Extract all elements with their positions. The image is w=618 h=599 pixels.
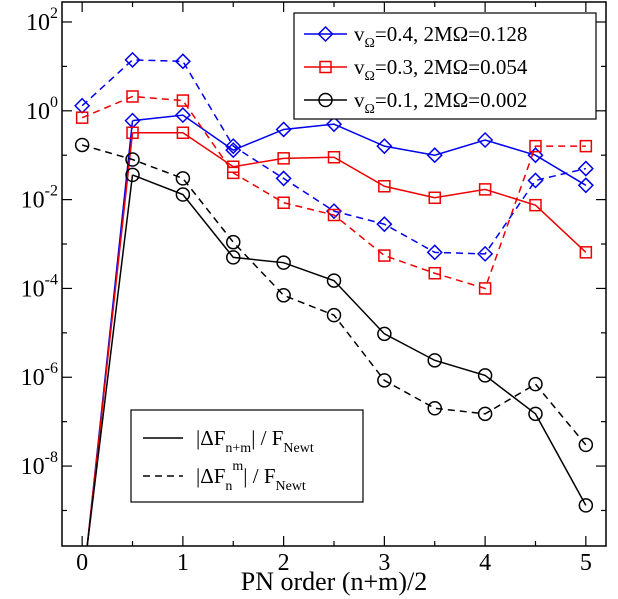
legend-top-marker <box>318 92 333 108</box>
data-point-4-0 <box>125 167 140 183</box>
y-tick-label: 10-6 <box>21 360 58 391</box>
ticks-layer: 0 1 2 3 4 5 102 100 10-2 10-4 10-6 10-8 <box>21 2 606 576</box>
data-point-4-1 <box>175 187 191 202</box>
data-point-0-8 <box>527 147 544 164</box>
data-point-1-7 <box>426 244 443 261</box>
legend-top-marker <box>319 60 332 74</box>
data-point-4-6 <box>427 353 442 368</box>
x-axis-title: PN order (n+m)/2 <box>241 567 428 596</box>
data-point-1-3 <box>225 138 242 155</box>
y-tick-label: 10-2 <box>21 183 58 214</box>
y-tick-label: 100 <box>26 94 58 125</box>
legend-bottom-box <box>130 409 364 503</box>
data-point-4-8 <box>528 406 543 422</box>
data-point-4-4 <box>326 273 342 288</box>
data-point-3-4 <box>277 196 290 210</box>
data-point-0-3 <box>275 121 292 138</box>
data-point-5-4 <box>276 288 291 303</box>
x-tick-label: 3 <box>378 550 390 576</box>
x-tick-label: 2 <box>278 550 290 576</box>
legend-top-box <box>293 12 597 120</box>
data-point-5-8 <box>477 406 493 422</box>
x-tick-label: 5 <box>580 550 592 576</box>
data-point-0-7 <box>477 131 494 149</box>
data-point-3-2 <box>176 94 190 107</box>
data-point-2-4 <box>327 150 341 164</box>
y-tick-label: 10-8 <box>21 449 58 480</box>
data-point-5-3 <box>226 234 241 250</box>
x-tick-label: 4 <box>479 550 491 576</box>
data-point-2-1 <box>176 126 190 140</box>
data-point-4-3 <box>276 255 291 270</box>
data-point-5-2 <box>175 171 191 186</box>
data-point-3-7 <box>428 266 441 280</box>
series-line-0 <box>132 114 587 186</box>
y-tick-label: 102 <box>26 5 58 36</box>
data-point-1-2 <box>174 53 191 70</box>
series-line-1 <box>81 59 587 255</box>
series-line-3 <box>81 95 586 290</box>
series-line-5 <box>81 144 587 446</box>
data-point-1-1 <box>124 51 141 68</box>
data-point-4-9 <box>578 498 594 513</box>
data-point-0-6 <box>426 147 443 164</box>
data-point-1-10 <box>577 160 594 177</box>
series-line-2 <box>132 132 587 253</box>
y-tick-label: 10-4 <box>21 271 58 302</box>
x-tick-label: 1 <box>177 550 189 576</box>
x-tick-label: 0 <box>76 550 88 576</box>
legend-top-label: vΩ=0.3, 2MΩ=0.054 <box>354 55 528 84</box>
data-point-1-4 <box>275 170 292 187</box>
data-point-2-3 <box>277 152 290 165</box>
data-point-3-9 <box>529 139 542 153</box>
data-point-5-9 <box>528 376 543 392</box>
data-point-3-1 <box>126 90 139 103</box>
data-point-1-6 <box>376 216 393 233</box>
legend-top-label: vΩ=0.1, 2MΩ=0.002 <box>354 88 527 117</box>
data-point-2-5 <box>378 179 391 193</box>
legend-top: vΩ=0.4, 2MΩ=0.128 vΩ=0.3, 2MΩ=0.054 vΩ=0.1… <box>293 12 597 120</box>
data-point-4-5 <box>377 326 392 342</box>
data-point-3-5 <box>327 208 341 222</box>
series-layer <box>74 51 594 546</box>
data-point-2-7 <box>478 183 492 196</box>
legend-bottom-label: |ΔFnm| / FNewt <box>196 459 306 494</box>
data-point-5-0 <box>74 137 90 153</box>
data-point-0-1 <box>174 107 191 124</box>
data-point-2-0 <box>126 126 139 140</box>
drop-segment-1 <box>86 132 134 546</box>
series-line-4 <box>132 174 587 506</box>
data-point-1-8 <box>477 245 494 262</box>
legend-top-label: vΩ=0.4, 2MΩ=0.128 <box>354 22 527 51</box>
data-point-5-1 <box>125 152 140 167</box>
data-point-2-6 <box>428 191 441 205</box>
data-point-4-7 <box>477 368 493 383</box>
data-point-2-9 <box>579 246 593 259</box>
data-point-0-5 <box>376 138 393 155</box>
data-point-5-7 <box>427 401 442 416</box>
data-point-0-9 <box>577 177 594 194</box>
data-point-1-9 <box>527 172 544 189</box>
data-point-3-0 <box>75 111 89 124</box>
data-point-5-5 <box>326 307 342 323</box>
data-point-3-3 <box>227 166 240 180</box>
data-point-5-10 <box>578 437 594 453</box>
data-point-5-6 <box>377 373 392 388</box>
data-point-2-8 <box>529 198 542 212</box>
data-point-3-8 <box>478 282 492 295</box>
data-point-4-2 <box>226 250 241 265</box>
data-point-0-4 <box>325 116 343 133</box>
data-point-3-6 <box>378 249 391 262</box>
legend-bottom: |ΔFn+m| / FNewt|ΔFnm| / FNewt <box>130 409 364 503</box>
legend-top-marker <box>317 25 334 43</box>
drop-segment-2 <box>86 174 134 546</box>
legend-bottom-label: |ΔFn+m| / FNewt <box>196 426 314 456</box>
data-point-3-10 <box>579 139 593 153</box>
